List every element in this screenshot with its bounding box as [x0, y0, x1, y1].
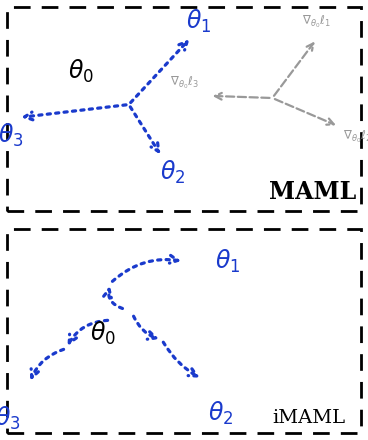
Text: $\theta_2$: $\theta_2$: [160, 158, 185, 186]
Text: $\nabla_{\theta_0}\ell_3$: $\nabla_{\theta_0}\ell_3$: [170, 74, 198, 91]
Text: $\nabla_{\theta_0}\ell_2$: $\nabla_{\theta_0}\ell_2$: [343, 129, 368, 146]
Text: $\theta_3$: $\theta_3$: [0, 405, 20, 432]
Text: $\theta_0$: $\theta_0$: [90, 320, 116, 347]
Text: $\nabla_{\theta_0}\ell_1$: $\nabla_{\theta_0}\ell_1$: [302, 14, 331, 30]
Text: $\theta_2$: $\theta_2$: [208, 400, 233, 428]
Text: $\theta_3$: $\theta_3$: [0, 121, 24, 149]
Text: $\theta_1$: $\theta_1$: [186, 8, 211, 35]
Text: MAML: MAML: [269, 180, 357, 204]
Text: $\theta_0$: $\theta_0$: [68, 58, 94, 85]
Text: $\theta_1$: $\theta_1$: [216, 248, 241, 275]
Text: iMAML: iMAML: [273, 409, 346, 427]
